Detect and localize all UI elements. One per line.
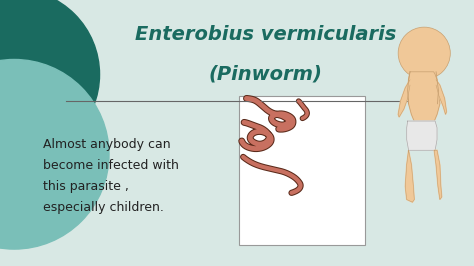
Bar bbox=[239, 96, 365, 245]
Polygon shape bbox=[408, 72, 440, 122]
Bar bbox=[420, 56, 428, 72]
Polygon shape bbox=[398, 80, 410, 117]
Polygon shape bbox=[434, 150, 442, 200]
Ellipse shape bbox=[0, 0, 100, 160]
Polygon shape bbox=[436, 80, 447, 114]
Text: Enterobius vermicularis: Enterobius vermicularis bbox=[135, 25, 396, 44]
Polygon shape bbox=[407, 121, 437, 150]
Polygon shape bbox=[407, 41, 441, 85]
Ellipse shape bbox=[0, 60, 109, 249]
Polygon shape bbox=[405, 150, 414, 202]
Text: (Pinworm): (Pinworm) bbox=[209, 65, 322, 84]
Text: Almost anybody can
become infected with
this parasite ,
especially children.: Almost anybody can become infected with … bbox=[43, 138, 179, 214]
Ellipse shape bbox=[398, 27, 450, 79]
